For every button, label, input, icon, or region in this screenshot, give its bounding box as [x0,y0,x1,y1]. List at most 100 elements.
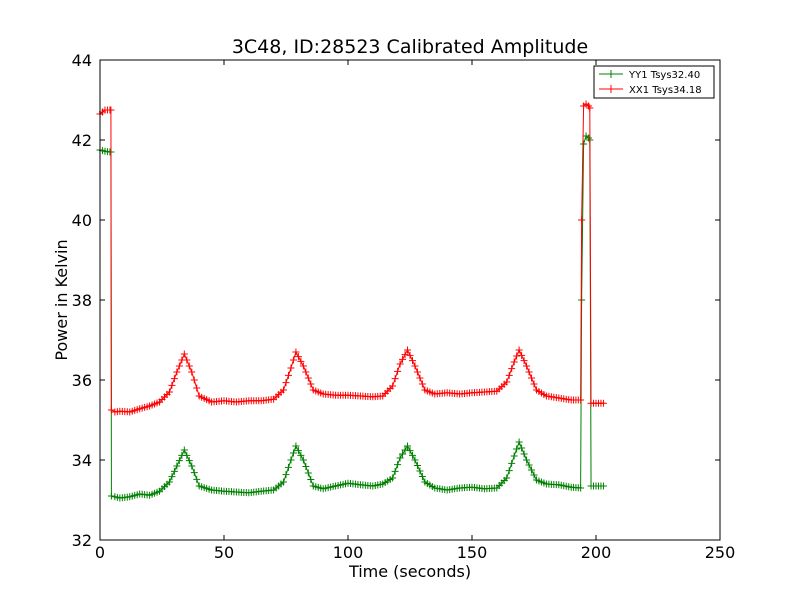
data-point [508,459,516,467]
legend-box [593,65,715,99]
data-point [578,216,586,224]
data-point [413,462,421,469]
legend-label: XX1 Tsys34.18 [629,85,702,96]
y-tick-label: 42 [72,131,92,150]
data-point [183,356,191,364]
data-point [399,355,407,363]
data-point [401,351,409,359]
data-point [404,346,412,354]
data-point [416,467,424,475]
data-point [190,469,198,477]
data-point [307,380,315,388]
data-point [168,473,176,481]
data-point [287,456,295,464]
data-point [523,362,531,370]
data-point [505,467,513,475]
y-tick-label: 32 [72,531,92,550]
series-layer [96,100,607,502]
data-point [510,358,518,366]
data-point [175,457,183,465]
data-point [297,357,305,365]
data-point [292,348,300,356]
data-point [513,352,521,360]
data-point [168,381,176,389]
data-point [599,399,607,407]
data-point [188,462,196,470]
x-tick-label: 100 [333,543,364,562]
data-point [503,474,511,482]
data-point [416,374,424,382]
data-point [185,457,193,465]
data-point [175,362,183,370]
data-point [302,368,310,376]
data-point [406,351,414,359]
y-tick-label: 34 [72,451,92,470]
data-point [188,368,196,376]
data-point [399,450,407,458]
data-point [418,380,426,388]
data-point [513,445,521,453]
data-point [394,367,402,375]
data-point [170,375,178,383]
data-point [505,371,513,379]
data-point [418,473,426,480]
data-point [287,364,295,372]
data-point [304,469,312,477]
data-point [411,456,419,464]
data-point [586,104,594,112]
data-point [292,442,300,450]
data-point [297,451,305,459]
data-point [284,371,292,379]
data-point [107,492,115,500]
data-point [520,450,528,458]
data-point [413,368,421,376]
data-point [411,362,419,370]
data-point [406,447,414,455]
data-point [183,451,191,459]
x-tick-label: 50 [214,543,234,562]
data-point [394,461,402,469]
legend-marker [607,70,615,78]
data-point [528,374,536,382]
x-tick-label: 200 [581,543,612,562]
data-point [530,380,538,388]
data-point [510,452,518,460]
data-point [523,456,531,464]
data-point [302,463,310,470]
data-point [396,360,404,368]
data-point [289,449,297,457]
series-yy1 [96,132,607,502]
data-point [518,444,526,452]
y-tick-label: 36 [72,371,92,390]
data-point [280,386,288,394]
data-point [173,368,181,376]
data-point [165,478,173,486]
data-point [180,446,188,454]
data-point [518,351,526,359]
data-point [508,365,516,373]
data-point [282,379,290,387]
y-tick-label: 38 [72,291,92,310]
data-point [299,362,307,370]
data-point [185,362,193,370]
data-point [580,140,588,148]
data-point [391,375,399,383]
data-point [515,346,523,354]
data-point [304,374,312,382]
data-point [190,376,198,384]
data-point [299,456,307,464]
data-point [294,447,302,455]
data-point [284,463,292,471]
data-point [294,353,302,361]
data-point [389,382,397,390]
y-axis-label: Power in Kelvin [52,239,71,360]
data-point [515,438,523,446]
chart-title: 3C48, ID:28523 Calibrated Amplitude [232,36,588,58]
x-tick-label: 150 [457,543,488,562]
data-point [577,396,585,404]
x-axis-label: Time (seconds) [348,562,471,581]
x-tick-label: 250 [705,543,736,562]
data-point [525,461,533,469]
data-point [577,484,585,492]
data-point [599,482,607,490]
